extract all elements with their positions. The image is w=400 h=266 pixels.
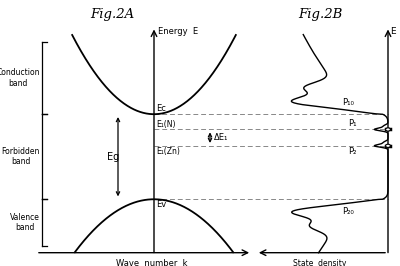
Circle shape <box>386 128 390 131</box>
Text: E: E <box>390 27 396 36</box>
Text: Conduction
band: Conduction band <box>0 68 40 88</box>
Text: Fig.2A: Fig.2A <box>90 8 134 21</box>
Text: Ev: Ev <box>156 200 166 209</box>
Text: State  density
G(E): State density G(E) <box>293 259 347 266</box>
Text: Forbidden
band: Forbidden band <box>2 147 40 167</box>
Text: P₂₀: P₂₀ <box>342 207 354 216</box>
Text: Fig.2B: Fig.2B <box>298 8 342 21</box>
Circle shape <box>386 144 390 147</box>
Text: P₁: P₁ <box>348 119 356 128</box>
Text: P₁₀: P₁₀ <box>342 98 354 107</box>
Text: Ec: Ec <box>156 104 166 113</box>
Text: E₁(N): E₁(N) <box>156 120 176 129</box>
Text: Eg: Eg <box>107 152 119 162</box>
Text: Energy  E: Energy E <box>158 27 198 36</box>
Text: ΔE₁: ΔE₁ <box>214 133 228 142</box>
Text: P₂: P₂ <box>348 147 356 156</box>
Text: E₁(Zn): E₁(Zn) <box>156 147 180 156</box>
Text: Valence
band: Valence band <box>10 213 40 232</box>
Text: Wave  number  k: Wave number k <box>116 259 188 266</box>
